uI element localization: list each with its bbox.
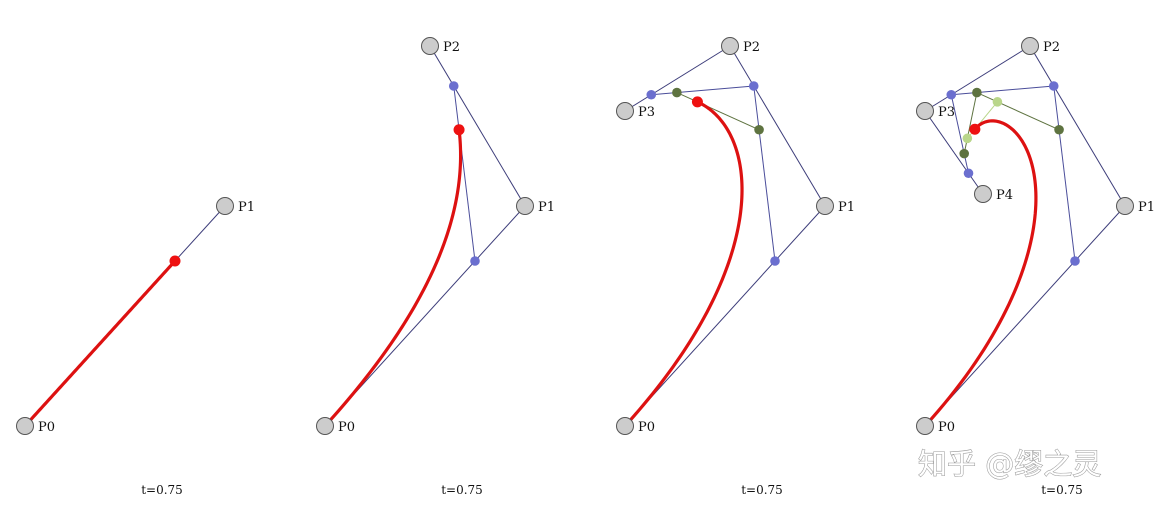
construction-line-level-2 [976, 92, 1060, 131]
panel-quadratic: P0 P1 P2 t=0.75 [316, 37, 555, 497]
interpolated-point-level-1 [963, 168, 974, 179]
interpolated-point-level-3 [962, 133, 973, 144]
interpolated-point-level-1 [748, 81, 759, 91]
interpolated-point-level-2 [672, 87, 682, 98]
interpolated-point-level-1 [448, 81, 459, 91]
interpolated-point-level-3 [992, 97, 1003, 107]
interpolated-point-level-1 [1070, 256, 1080, 266]
control-polygon-segment [1029, 45, 1126, 207]
construction-line-level-1 [1053, 85, 1076, 262]
control-point-p1 [1116, 197, 1134, 215]
t-value-label: t=0.75 [1041, 483, 1083, 497]
control-point-label: P0 [638, 420, 655, 435]
construction-line-level-1 [950, 94, 969, 174]
control-point-label: P4 [996, 188, 1013, 203]
control-polygon-segment [924, 110, 984, 195]
t-value-label: t=0.75 [141, 483, 183, 497]
control-point-label: P2 [1043, 40, 1060, 55]
curve-point-at-t [691, 96, 703, 108]
control-point-label: P3 [638, 105, 655, 120]
construction-line-level-1 [753, 85, 776, 262]
construction-line-level-1 [951, 85, 1054, 96]
interpolated-point-level-2 [754, 124, 764, 135]
control-point-label: P2 [443, 40, 460, 55]
curve-point-at-t [969, 123, 981, 135]
interpolated-point-level-1 [1048, 81, 1059, 91]
interpolated-point-level-1 [470, 256, 480, 266]
control-point-p2 [721, 37, 739, 55]
panel-quartic: P0 P1 P2 P3 P4 t=0.75 [916, 37, 1155, 497]
curve-point-at-t [169, 255, 181, 267]
control-point-label: P0 [938, 420, 955, 435]
bezier-curve-trace [623, 100, 744, 428]
control-polygon-segment [429, 45, 526, 207]
control-point-label: P1 [538, 200, 555, 215]
control-polygon-segment [624, 205, 826, 427]
panel-linear: P0 P1 t=0.75 [16, 197, 255, 497]
bezier-curve-trace [23, 259, 177, 428]
interpolated-point-level-2 [972, 87, 982, 98]
control-point-p2 [421, 37, 439, 55]
construction-line-level-2 [676, 92, 760, 131]
interpolated-point-level-1 [770, 256, 780, 266]
control-point-p3 [616, 102, 634, 120]
bezier-curve-trace [923, 119, 1038, 428]
t-value-label: t=0.75 [741, 483, 783, 497]
control-polygon-segment [924, 205, 1126, 427]
interpolated-point-level-1 [646, 89, 657, 100]
interpolated-point-level-2 [959, 148, 969, 159]
control-point-p0 [616, 417, 634, 435]
control-point-label: P2 [743, 40, 760, 55]
panels-group: P0 P1 t=0.75 P0 P1 P2 t=0.75 P0 P1 P2 P3 t=0.75 P0 P1… [16, 37, 1155, 497]
control-point-label: P0 [38, 420, 55, 435]
t-value-label: t=0.75 [441, 483, 483, 497]
interpolated-point-level-1 [946, 89, 957, 100]
construction-line-level-2 [963, 92, 978, 154]
control-point-p4 [974, 185, 992, 203]
control-polygon-segment [729, 45, 826, 207]
control-point-p3 [916, 102, 934, 120]
control-point-p2 [1021, 37, 1039, 55]
watermark: 知乎 @缪之灵 [918, 447, 1101, 481]
panel-cubic: P0 P1 P2 P3 t=0.75 [616, 37, 855, 497]
construction-line-level-1 [651, 85, 754, 96]
bezier-curve-trace [323, 128, 463, 428]
curve-point-at-t [453, 124, 465, 136]
control-point-p0 [16, 417, 34, 435]
construction-line-level-1 [453, 85, 476, 262]
control-point-label: P3 [938, 105, 955, 120]
control-point-p0 [316, 417, 334, 435]
control-polygon-segment [924, 45, 1031, 112]
interpolated-point-level-2 [1054, 124, 1064, 135]
control-polygon-segment [624, 45, 731, 112]
control-point-label: P0 [338, 420, 355, 435]
control-point-p1 [516, 197, 534, 215]
control-point-p1 [816, 197, 834, 215]
control-point-label: P1 [1138, 200, 1155, 215]
control-point-p1 [216, 197, 234, 215]
control-point-label: P1 [838, 200, 855, 215]
control-point-label: P1 [238, 200, 255, 215]
control-point-p0 [916, 417, 934, 435]
